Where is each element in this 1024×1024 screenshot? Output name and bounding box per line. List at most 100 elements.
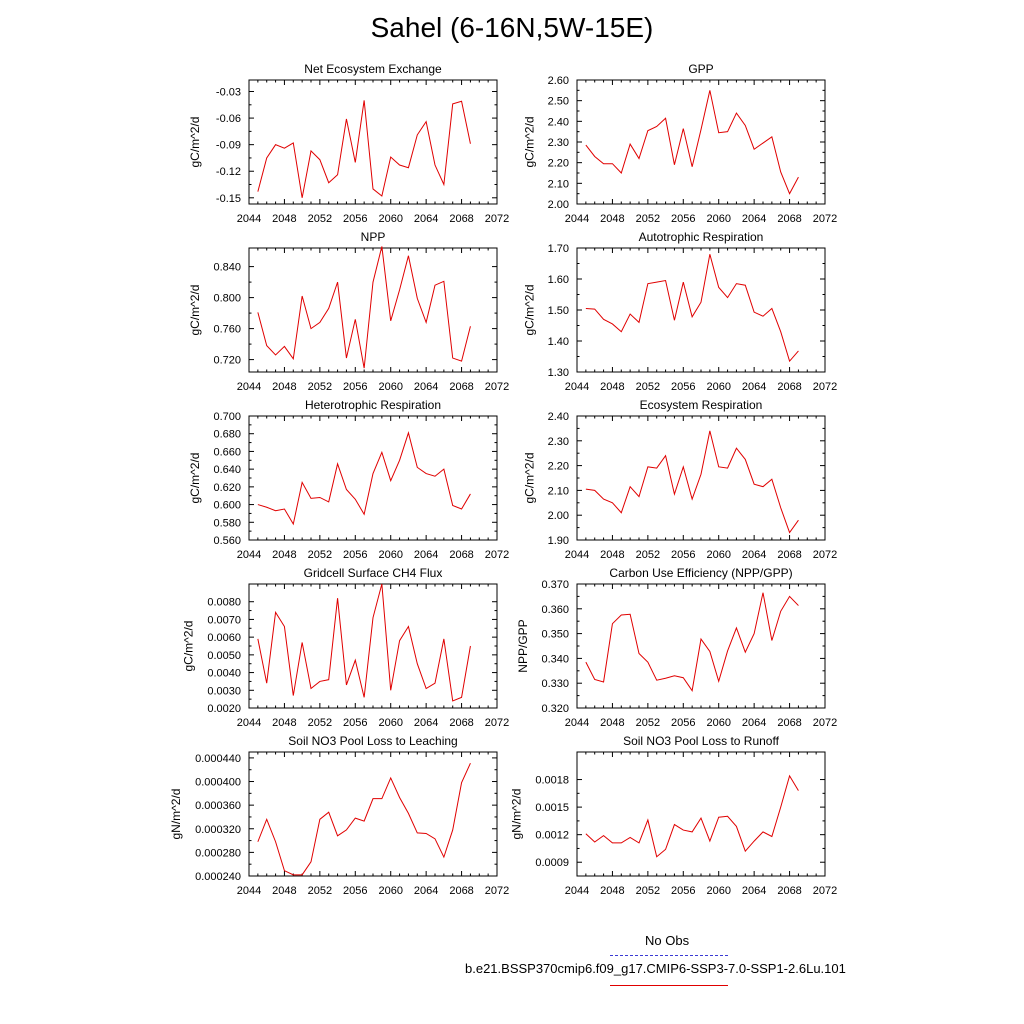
y-tick-label: 0.660 [213,446,241,458]
x-tick-label: 2044 [565,885,589,897]
x-tick-label: 2044 [565,717,589,729]
y-tick-label: 0.350 [541,629,569,641]
y-axis-label: gC/m^2/d [188,117,202,168]
x-tick-label: 2052 [308,717,332,729]
x-tick-label: 2048 [272,213,296,225]
y-tick-label: 0.680 [213,429,241,441]
x-tick-label: 2044 [237,213,261,225]
chart-panel-ecosystem-respiration: Ecosystem Respiration 2044 2048 2052 2056 206… [522,398,837,561]
x-tick-label: 2060 [706,885,730,897]
y-tick-label: 1.40 [548,336,569,348]
x-tick-label: 2060 [378,381,402,393]
y-tick-label: 0.0020 [207,703,241,715]
y-tick-label: 0.600 [213,500,241,512]
x-tick-label: 2052 [636,717,660,729]
x-tick-label: 2048 [600,549,624,561]
x-tick-label: 2056 [671,381,695,393]
chart-panel-gridcell-surface-ch4-flux: Gridcell Surface CH4 Flux 2044 2048 2052 205… [182,566,510,729]
chart-panel-soil-no3-pool-loss-to-runoff: Soil NO3 Pool Loss to Runoff 2044 2048 2052… [510,734,838,897]
series-line [257,431,471,526]
x-tick-label: 2064 [414,717,438,729]
x-tick-label: 2072 [813,549,837,561]
chart-title: Soil NO3 Pool Loss to Leaching [288,734,457,748]
x-tick-label: 2064 [414,381,438,393]
y-axis-label: gN/m^2/d [169,789,183,840]
chart-panel-carbon-use-efficiency-npp-gpp: Carbon Use Efficiency (NPP/GPP) 2044 2048 2… [516,566,837,729]
y-tick-label: 0.0050 [207,650,241,662]
y-tick-label: 0.0012 [535,830,569,842]
x-tick-label: 2068 [777,381,801,393]
chart-panel-autotrophic-respiration: Autotrophic Respiration 2044 2048 2052 2056 2… [522,230,837,393]
x-tick-label: 2064 [742,213,766,225]
plot-frame [248,415,498,541]
x-tick-label: 2044 [565,213,589,225]
x-tick-label: 2052 [636,213,660,225]
x-tick-label: 2048 [600,381,624,393]
series-line [585,254,799,363]
y-axis-label: NPP/GPP [516,619,530,672]
x-tick-label: 2044 [237,381,261,393]
y-tick-label: 0.000240 [195,871,241,883]
y-tick-label: 2.00 [548,199,569,211]
x-tick-label: 2048 [272,549,296,561]
chart-panel-soil-no3-pool-loss-to-leaching: Soil NO3 Pool Loss to Leaching 2044 2048 20… [169,734,509,897]
y-tick-label: 0.0040 [207,668,241,680]
y-tick-label: 0.580 [213,517,241,529]
y-tick-label: 0.0009 [535,857,569,869]
x-tick-label: 2048 [272,885,296,897]
x-tick-label: 2072 [813,885,837,897]
y-tick-label: 0.330 [541,678,569,690]
series-line [257,246,471,369]
x-tick-label: 2068 [777,717,801,729]
chart-title: GPP [688,62,713,76]
x-tick-label: 2056 [343,717,367,729]
y-tick-label: 2.00 [548,510,569,522]
y-tick-label: 0.0015 [535,802,569,814]
x-tick-label: 2052 [308,381,332,393]
x-tick-label: 2052 [308,885,332,897]
x-tick-label: 2064 [414,213,438,225]
x-tick-label: 2072 [485,549,509,561]
series-line [585,774,799,858]
x-tick-label: 2056 [343,213,367,225]
y-axis-label: gC/m^2/d [522,117,536,168]
plot-frame [576,247,826,373]
y-axis-label: gC/m^2/d [188,453,202,504]
y-axis-label: gN/m^2/d [510,789,524,840]
x-tick-label: 2068 [449,717,473,729]
chart-title: Carbon Use Efficiency (NPP/GPP) [609,566,792,580]
y-tick-label: -0.03 [216,87,241,99]
x-tick-label: 2068 [449,549,473,561]
y-tick-label: 1.30 [548,367,569,379]
x-tick-label: 2060 [378,549,402,561]
x-tick-label: 2044 [565,381,589,393]
y-tick-label: 0.560 [213,535,241,547]
y-tick-label: -0.09 [216,140,241,152]
y-tick-label: 2.20 [548,461,569,473]
series-line [257,100,471,198]
y-tick-label: 1.60 [548,274,569,286]
y-tick-label: 2.20 [548,158,569,170]
y-tick-label: 0.720 [213,355,241,367]
x-tick-label: 2072 [813,213,837,225]
y-tick-label: 0.000360 [195,800,241,812]
y-tick-label: 0.0070 [207,614,241,626]
y-tick-label: 2.40 [548,411,569,423]
x-tick-label: 2048 [600,213,624,225]
x-tick-label: 2072 [813,717,837,729]
y-tick-label: 0.000400 [195,777,241,789]
x-tick-label: 2056 [671,549,695,561]
chart-panel-heterotrophic-respiration: Heterotrophic Respiration 2044 2048 2052 205… [188,398,509,561]
y-tick-label: -0.15 [216,193,241,205]
series-line [257,763,471,876]
x-tick-label: 2064 [742,717,766,729]
x-tick-label: 2064 [742,885,766,897]
y-tick-label: 0.800 [213,293,241,305]
y-tick-label: 0.320 [541,703,569,715]
y-tick-label: 0.0030 [207,685,241,697]
plot-frame [248,247,498,373]
plot-frame [576,583,826,709]
plot-frame [576,79,826,205]
chart-title: Soil NO3 Pool Loss to Runoff [623,734,780,748]
y-tick-label: 0.700 [213,411,241,423]
